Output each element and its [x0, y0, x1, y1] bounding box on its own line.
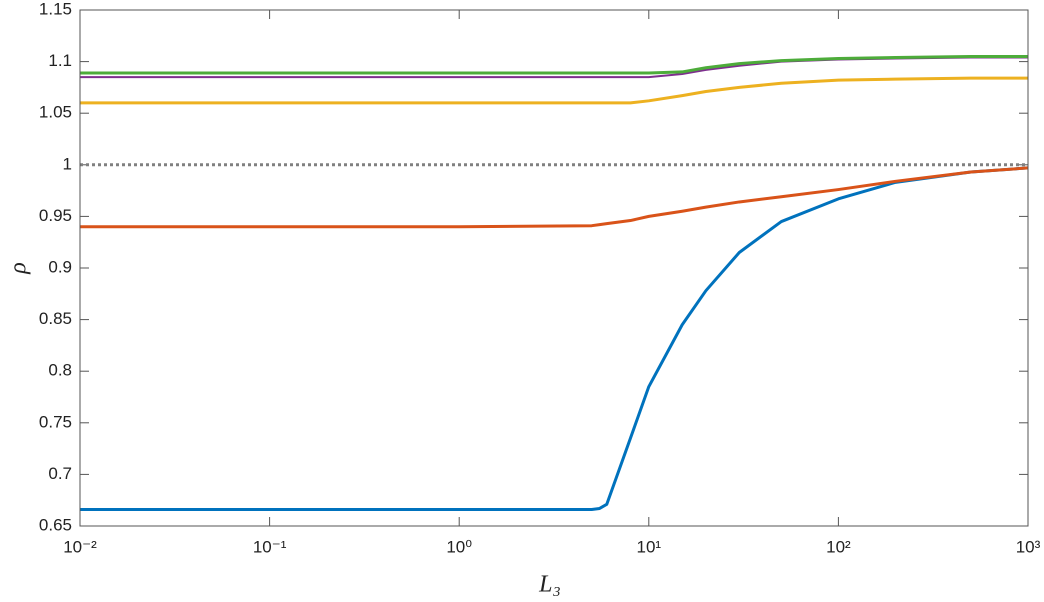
x-axis-label: L₃	[538, 572, 561, 598]
y-tick-label: 0.7	[48, 464, 72, 483]
x-tick-label: 10²	[826, 537, 851, 556]
x-tick-label: 10⁻²	[63, 537, 97, 556]
y-tick-label: 0.8	[48, 361, 72, 380]
y-tick-label: 1	[63, 154, 72, 173]
line-series	[80, 166, 1029, 229]
y-tick-label: 1.05	[39, 103, 72, 122]
y-tick-label: 0.9	[48, 257, 72, 276]
y-tick-label: 0.85	[39, 309, 72, 328]
x-tick-label: 10¹	[637, 537, 662, 556]
y-tick-label: 1.15	[39, 0, 72, 18]
line-series	[80, 166, 1029, 511]
y-tick-label: 0.75	[39, 412, 72, 431]
line-series	[80, 76, 1028, 105]
y-tick-label: 1.1	[48, 51, 72, 70]
y-tick-label: 0.65	[39, 515, 72, 534]
y-axis-label: ρ	[6, 262, 32, 275]
y-tick-label: 0.95	[39, 206, 72, 225]
x-tick-label: 10⁻¹	[253, 537, 287, 556]
x-tick-label: 10⁰	[446, 537, 472, 556]
x-tick-label: 10³	[1016, 537, 1041, 556]
line-series	[80, 54, 1028, 75]
plot-frame	[79, 9, 1029, 527]
